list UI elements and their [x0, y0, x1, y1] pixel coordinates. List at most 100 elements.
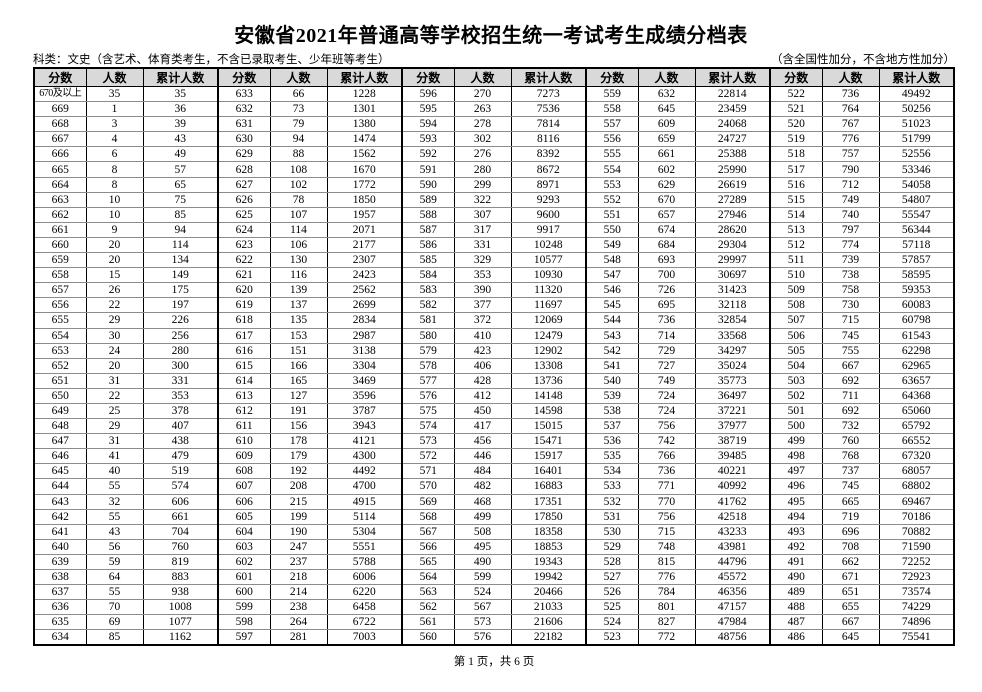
score-cell: 634	[33, 629, 87, 646]
count-cell: 32	[85, 493, 144, 510]
count-cell: 218	[269, 568, 328, 586]
count-cell: 657	[637, 206, 696, 223]
count-cell: 10	[85, 206, 144, 223]
cumulative-cell: 13736	[510, 372, 587, 389]
score-cell: 564	[401, 568, 455, 586]
score-cell: 647	[33, 433, 87, 450]
cumulative-cell: 19942	[510, 568, 587, 586]
cumulative-cell: 9293	[510, 191, 587, 208]
cumulative-cell: 72252	[878, 553, 955, 571]
score-cell: 555	[585, 146, 639, 163]
cumulative-cell: 2699	[326, 297, 403, 314]
score-cell: 631	[217, 116, 271, 133]
score-cell: 508	[769, 297, 823, 314]
score-cell: 550	[585, 221, 639, 238]
score-cell: 522	[769, 85, 823, 103]
count-cell: 667	[821, 357, 880, 374]
cumulative-cell: 1850	[326, 191, 403, 208]
count-cell: 801	[637, 599, 696, 616]
count-cell: 190	[269, 523, 328, 540]
cumulative-cell: 1077	[142, 614, 219, 631]
score-cell: 544	[585, 312, 639, 329]
count-cell: 280	[453, 161, 512, 178]
cumulative-cell: 69467	[878, 493, 955, 510]
column-header-cumulative: 累计人数	[510, 68, 587, 87]
cumulative-cell: 1670	[326, 161, 403, 178]
cumulative-cell: 4121	[326, 433, 403, 450]
score-cell: 584	[401, 267, 455, 284]
cumulative-cell: 57	[142, 161, 219, 178]
count-cell: 237	[269, 553, 328, 571]
score-cell: 604	[217, 523, 271, 540]
cumulative-cell: 7003	[326, 629, 403, 646]
count-cell: 749	[821, 191, 880, 208]
score-cell: 504	[769, 357, 823, 374]
count-cell: 495	[453, 538, 512, 555]
count-cell: 484	[453, 463, 512, 480]
count-cell: 353	[453, 267, 512, 284]
score-cell: 665	[33, 161, 87, 178]
count-cell: 602	[637, 161, 696, 178]
table-row: 654 30 256 617 153 2987 580 410 12479 543 714 33568…	[33, 327, 955, 344]
count-cell: 715	[821, 312, 880, 329]
score-cell: 610	[217, 433, 271, 450]
cumulative-cell: 65792	[878, 418, 955, 435]
score-cell: 627	[217, 176, 271, 193]
cumulative-cell: 1380	[326, 116, 403, 133]
count-cell: 264	[269, 614, 328, 631]
cumulative-cell: 55547	[878, 206, 955, 223]
count-cell: 331	[453, 236, 512, 254]
count-cell: 10	[85, 191, 144, 208]
count-cell: 468	[453, 493, 512, 510]
table-row: 658 15 149 621 116 2423 584 353 10930 547 700 30697…	[33, 267, 955, 284]
cumulative-cell: 149	[142, 267, 219, 284]
cumulative-cell: 883	[142, 568, 219, 586]
table-row: 636 70 1008 599 238 6458 562 567 21033 525 801 4715…	[33, 599, 955, 616]
cumulative-cell: 31423	[694, 282, 771, 299]
cumulative-cell: 14598	[510, 402, 587, 420]
cumulative-cell: 4700	[326, 478, 403, 495]
count-cell: 107	[269, 206, 328, 223]
cumulative-cell: 65060	[878, 402, 955, 420]
table-row: 669 1 36 632 73 1301 595 263 7536 558 645 23459 521 7…	[33, 101, 955, 118]
count-cell: 768	[821, 448, 880, 465]
cumulative-cell: 71590	[878, 538, 955, 555]
score-cell: 593	[401, 131, 455, 148]
table-row: 642 55 661 605 199 5114 568 499 17850 531 756 42518…	[33, 508, 955, 525]
cumulative-cell: 40221	[694, 463, 771, 480]
cumulative-cell: 1228	[326, 85, 403, 103]
count-cell: 770	[637, 493, 696, 510]
cumulative-cell: 16883	[510, 478, 587, 495]
score-cell: 568	[401, 508, 455, 525]
score-distribution-table: 分数 人数 累计人数 分数 人数 累计人数 分数 人数 累计人数 分数 人数 累计人数 分数 人数 累计人数…	[33, 67, 955, 647]
count-cell: 25	[85, 402, 144, 420]
count-cell: 20	[85, 236, 144, 254]
score-cell: 547	[585, 267, 639, 284]
table-row: 662 10 85 625 107 1957 588 307 9600 551 657 27946 51…	[33, 206, 955, 223]
score-cell: 642	[33, 508, 87, 525]
count-cell: 727	[637, 357, 696, 374]
table-row: 650 22 353 613 127 3596 576 412 14148 539 724 36497…	[33, 387, 955, 404]
score-cell: 621	[217, 267, 271, 284]
count-cell: 410	[453, 327, 512, 344]
cumulative-cell: 519	[142, 463, 219, 480]
column-header-cumulative: 累计人数	[326, 68, 403, 87]
score-cell: 571	[401, 463, 455, 480]
count-cell: 20	[85, 252, 144, 269]
score-cell: 660	[33, 236, 87, 254]
score-cell: 572	[401, 448, 455, 465]
score-cell: 618	[217, 312, 271, 329]
score-cell: 543	[585, 327, 639, 344]
count-cell: 55	[85, 508, 144, 525]
cumulative-cell: 8392	[510, 146, 587, 163]
count-cell: 692	[821, 402, 880, 420]
score-cell: 635	[33, 614, 87, 631]
count-cell: 30	[85, 327, 144, 344]
count-cell: 29	[85, 418, 144, 435]
count-cell: 116	[269, 267, 328, 284]
cumulative-cell: 8971	[510, 176, 587, 193]
count-cell: 446	[453, 448, 512, 465]
cumulative-cell: 3943	[326, 418, 403, 435]
score-cell: 611	[217, 418, 271, 435]
